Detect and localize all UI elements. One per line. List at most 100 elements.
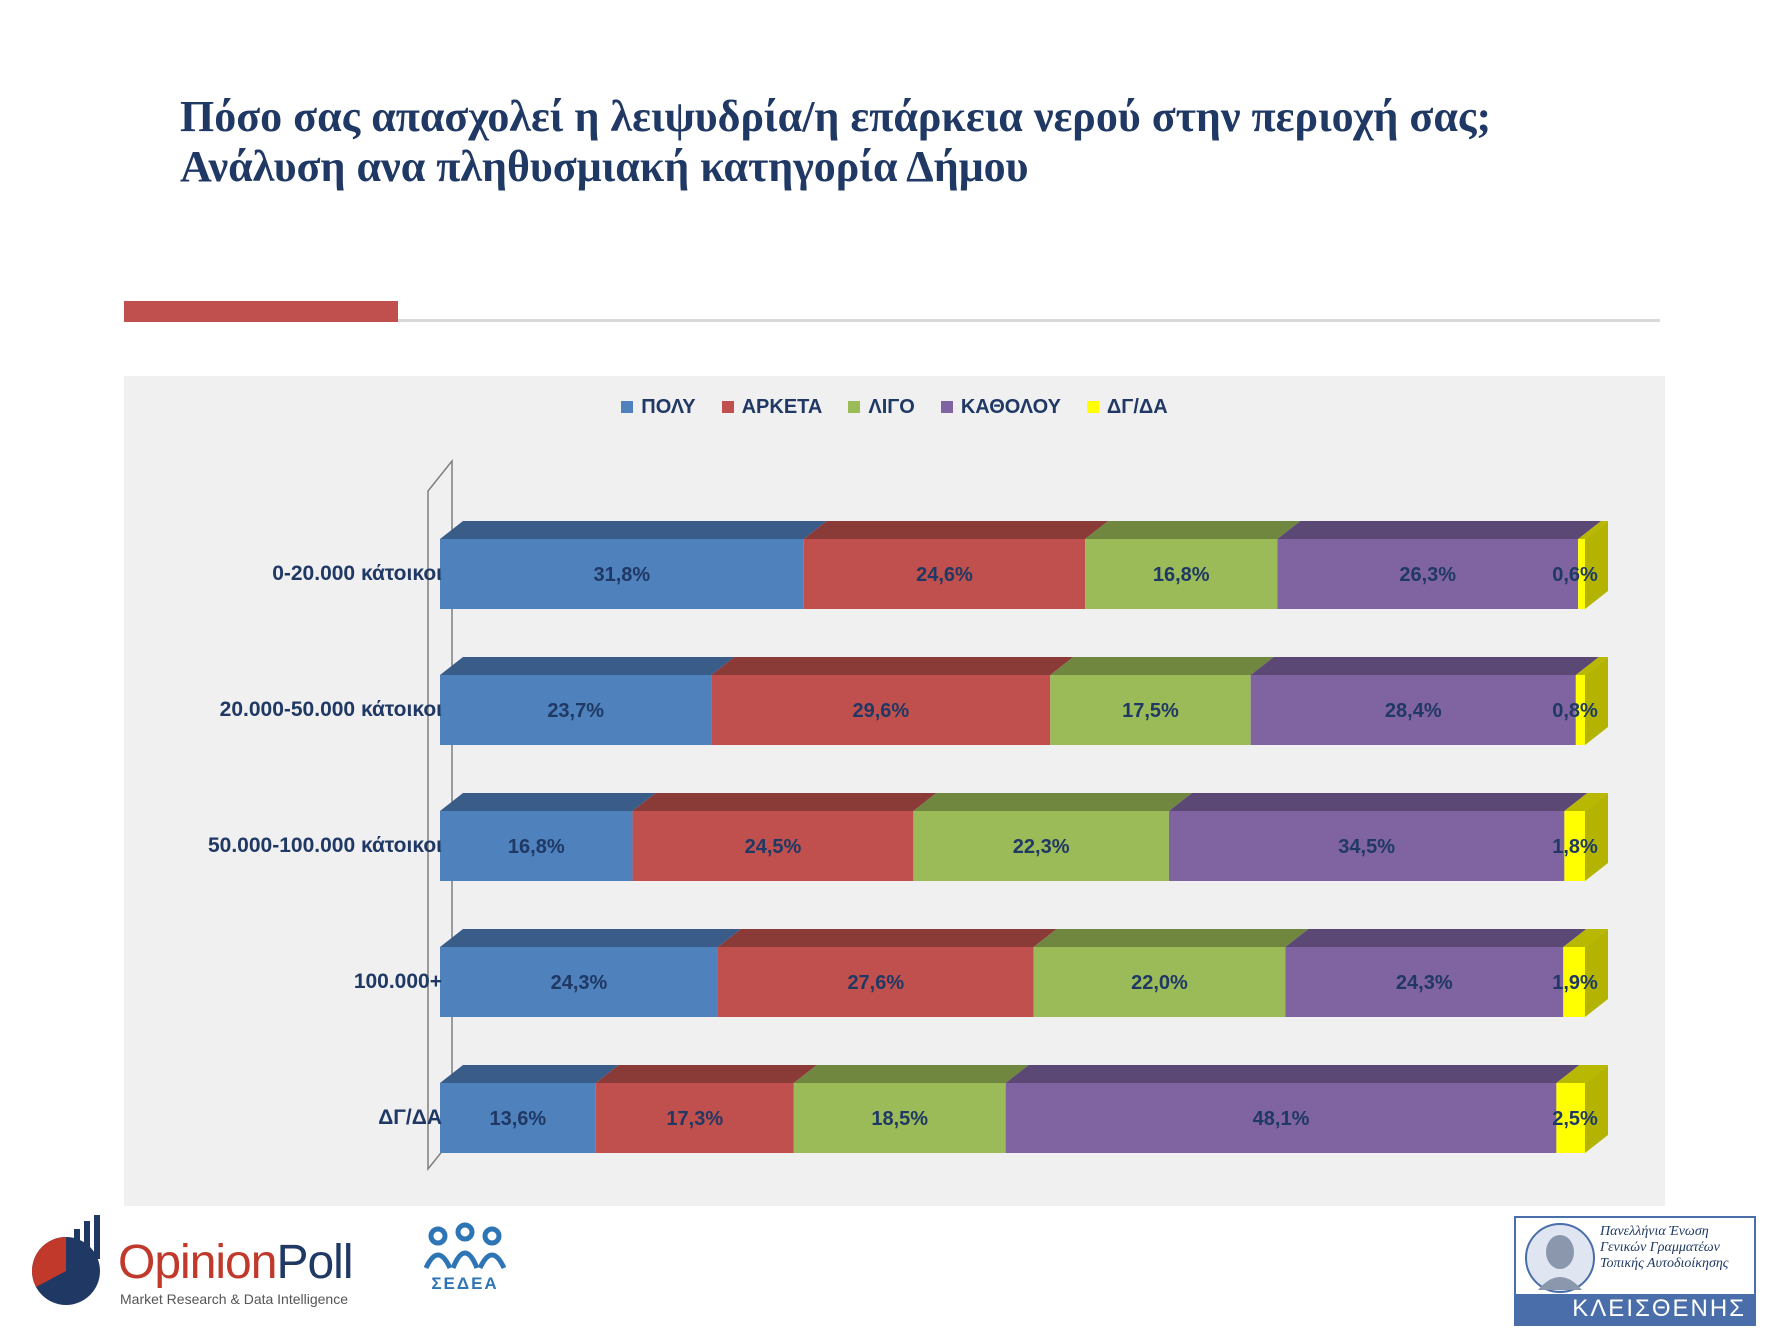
bar-segment — [595, 1083, 794, 1153]
data-label: 17,3% — [666, 1108, 723, 1130]
bar-top-face — [1578, 521, 1608, 539]
data-label: 24,3% — [551, 972, 608, 994]
kleisthenis-logo: Πανελλήνια Ένωση Γενικών Γραμματέων Τοπι… — [1514, 1216, 1756, 1326]
legend-swatch — [940, 401, 953, 413]
title-divider-line — [398, 319, 1660, 322]
legend-swatch — [721, 401, 734, 413]
bar-top-face — [1033, 929, 1309, 947]
legend-item: ΚΑΘΟΛΟΥ — [940, 395, 1061, 419]
bar-top-face — [440, 929, 741, 947]
category-label: 50.000-100.000 κάτοικοι — [207, 834, 442, 857]
data-label: 24,3% — [1396, 972, 1453, 994]
category-label: ΔΓ/ΔΑ — [378, 1106, 442, 1129]
legend-item: ΑΡΚΕΤΑ — [721, 395, 823, 419]
opinionpoll-name: OpinionPoll — [118, 1235, 354, 1290]
bar-segment — [1085, 539, 1278, 609]
data-label: 27,6% — [847, 972, 904, 994]
sedea-logo: ΣΕΔΕΑ — [420, 1222, 510, 1293]
category-label: 20.000-50.000 κάτοικοι — [219, 698, 442, 721]
bar-segment — [711, 675, 1051, 745]
data-label: 16,8% — [508, 836, 565, 858]
kleisthenis-line-1: Πανελλήνια Ένωση — [1600, 1224, 1709, 1239]
bar-segment — [1277, 539, 1579, 609]
data-label: 18,5% — [871, 1108, 928, 1130]
bar-top-face — [1005, 1065, 1580, 1083]
legend-item: ΠΟΛΥ — [621, 395, 696, 419]
category-label: 0-20.000 κάτοικοι — [272, 562, 442, 585]
bar-segment — [440, 947, 718, 1017]
bar-segment — [803, 539, 1086, 609]
chart-panel: ΠΟΛΥ ΑΡΚΕΤΑ ΛΙΓΟ ΚΑΘΟΛΟΥ ΔΓ/ΔΑ 31,8% 24,6% 16,… — [124, 376, 1665, 1206]
legend-label: ΑΡΚΕΤΑ — [741, 395, 823, 418]
data-label: 24,6% — [916, 564, 973, 586]
bar-segment — [440, 811, 633, 881]
bar-segment — [1005, 1083, 1557, 1153]
kleisthenis-bust-icon — [1525, 1223, 1595, 1293]
bar-segment — [717, 947, 1034, 1017]
bar-top-face — [1050, 657, 1274, 675]
legend-item: ΛΙΓΟ — [848, 395, 915, 419]
bar-segment — [1250, 675, 1576, 745]
bar-top-face — [1277, 521, 1602, 539]
bar-segment — [1578, 539, 1585, 609]
data-label: 16,8% — [1153, 564, 1210, 586]
bar-top-face — [440, 1065, 619, 1083]
bar-top-face — [440, 521, 827, 539]
legend-swatch — [1086, 401, 1099, 413]
bar-segment — [440, 675, 712, 745]
chart-legend: ΠΟΛΥ ΑΡΚΕΤΑ ΛΙΓΟ ΚΑΘΟΛΟΥ ΔΓ/ΔΑ — [124, 392, 1665, 422]
page-title: Πόσο σας απασχολεί η λειψυδρία/η επάρκει… — [180, 92, 1680, 192]
data-label: 2,5% — [1552, 1108, 1598, 1130]
bar-top-face — [1285, 929, 1587, 947]
bar-top-face — [1563, 929, 1608, 947]
bar-top-face — [440, 657, 735, 675]
legend-swatch — [621, 401, 634, 413]
bar-side-face — [1585, 929, 1608, 1017]
bar-segment — [440, 1083, 596, 1153]
legend-label: ΛΙΓΟ — [868, 395, 915, 418]
bar-segment — [1168, 811, 1565, 881]
bar-top-face — [913, 793, 1192, 811]
data-label: 34,5% — [1338, 836, 1395, 858]
data-label: 1,9% — [1552, 972, 1598, 994]
bar-segment — [632, 811, 914, 881]
bar-segment — [1033, 947, 1286, 1017]
opinionpoll-logo: OpinionPoll Market Research & Data Intel… — [28, 1215, 354, 1315]
opinionpoll-tagline: Market Research & Data Intelligence — [120, 1291, 348, 1307]
sedea-name: ΣΕΔΕΑ — [431, 1274, 499, 1293]
bar-top-face — [1168, 793, 1588, 811]
bar-side-face — [1585, 657, 1608, 745]
title-line-2: Ανάλυση ανα πληθυσμιακή κατηγορία Δήμου — [180, 142, 1029, 191]
legend-label: ΚΑΘΟΛΟΥ — [960, 395, 1061, 418]
sedea-people-icon — [423, 1222, 507, 1270]
bar-top-face — [717, 929, 1057, 947]
bar-segment — [1556, 1083, 1585, 1153]
bar-segment — [793, 1083, 1006, 1153]
data-label: 1,8% — [1552, 836, 1598, 858]
bar-segment — [440, 539, 804, 609]
bar-side-face — [1585, 521, 1608, 609]
bar-top-face — [1556, 1065, 1608, 1083]
legend-label: ΔΓ/ΔΑ — [1106, 395, 1168, 418]
legend-swatch — [848, 401, 861, 413]
data-label: 48,1% — [1253, 1108, 1310, 1130]
kleisthenis-line-2: Γενικών Γραμματέων — [1600, 1240, 1720, 1255]
opinionpoll-emblem-icon — [31, 1215, 100, 1305]
data-label: 0,6% — [1552, 564, 1598, 586]
bar-top-face — [1575, 657, 1608, 675]
data-label: 24,5% — [745, 836, 802, 858]
data-label: 22,3% — [1013, 836, 1070, 858]
data-label: 22,0% — [1131, 972, 1188, 994]
legend-item: ΔΓ/ΔΑ — [1086, 395, 1168, 419]
data-label: 31,8% — [594, 564, 651, 586]
bar-segment — [1564, 811, 1585, 881]
bar-segment — [1050, 675, 1251, 745]
legend-label: ΠΟΛΥ — [641, 395, 696, 418]
bar-top-face — [1564, 793, 1608, 811]
bar-top-face — [1085, 521, 1301, 539]
kleisthenis-name: ΚΛΕΙΣΘΕΝΗΣ — [1516, 1294, 1754, 1324]
bar-top-face — [1250, 657, 1599, 675]
data-label: 26,3% — [1399, 564, 1456, 586]
bar-top-face — [803, 521, 1109, 539]
bar-segment — [1285, 947, 1564, 1017]
